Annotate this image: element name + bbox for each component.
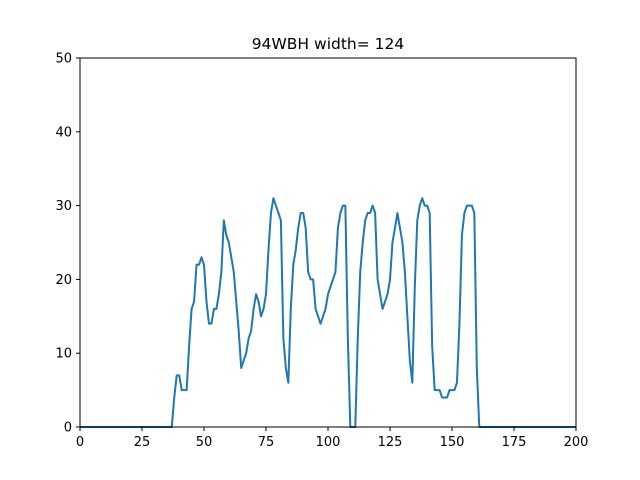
- y-tick-label: 10: [55, 347, 72, 362]
- y-tick-label: 40: [55, 125, 72, 140]
- y-tick-label: 20: [55, 273, 72, 288]
- y-tick-label: 0: [64, 421, 72, 436]
- x-tick-label: 100: [316, 435, 341, 450]
- x-tick-label: 25: [134, 435, 151, 450]
- series-line-0: [80, 197, 576, 428]
- x-tick-label: 50: [196, 435, 213, 450]
- x-tick-label: 150: [440, 435, 465, 450]
- y-tick-label: 50: [55, 52, 72, 67]
- x-tick-label: 125: [378, 435, 403, 450]
- y-tick-label: 30: [55, 199, 72, 214]
- x-tick-label: 0: [76, 435, 84, 450]
- plot-area: 0 25 50 75 100 125 150 175 200 0 10 20 30 40 50: [55, 52, 588, 451]
- x-tick-label: 75: [258, 435, 275, 450]
- chart-title: 94WBH width= 124: [252, 35, 405, 53]
- x-tick-label: 200: [564, 435, 589, 450]
- x-tick-label: 175: [502, 435, 527, 450]
